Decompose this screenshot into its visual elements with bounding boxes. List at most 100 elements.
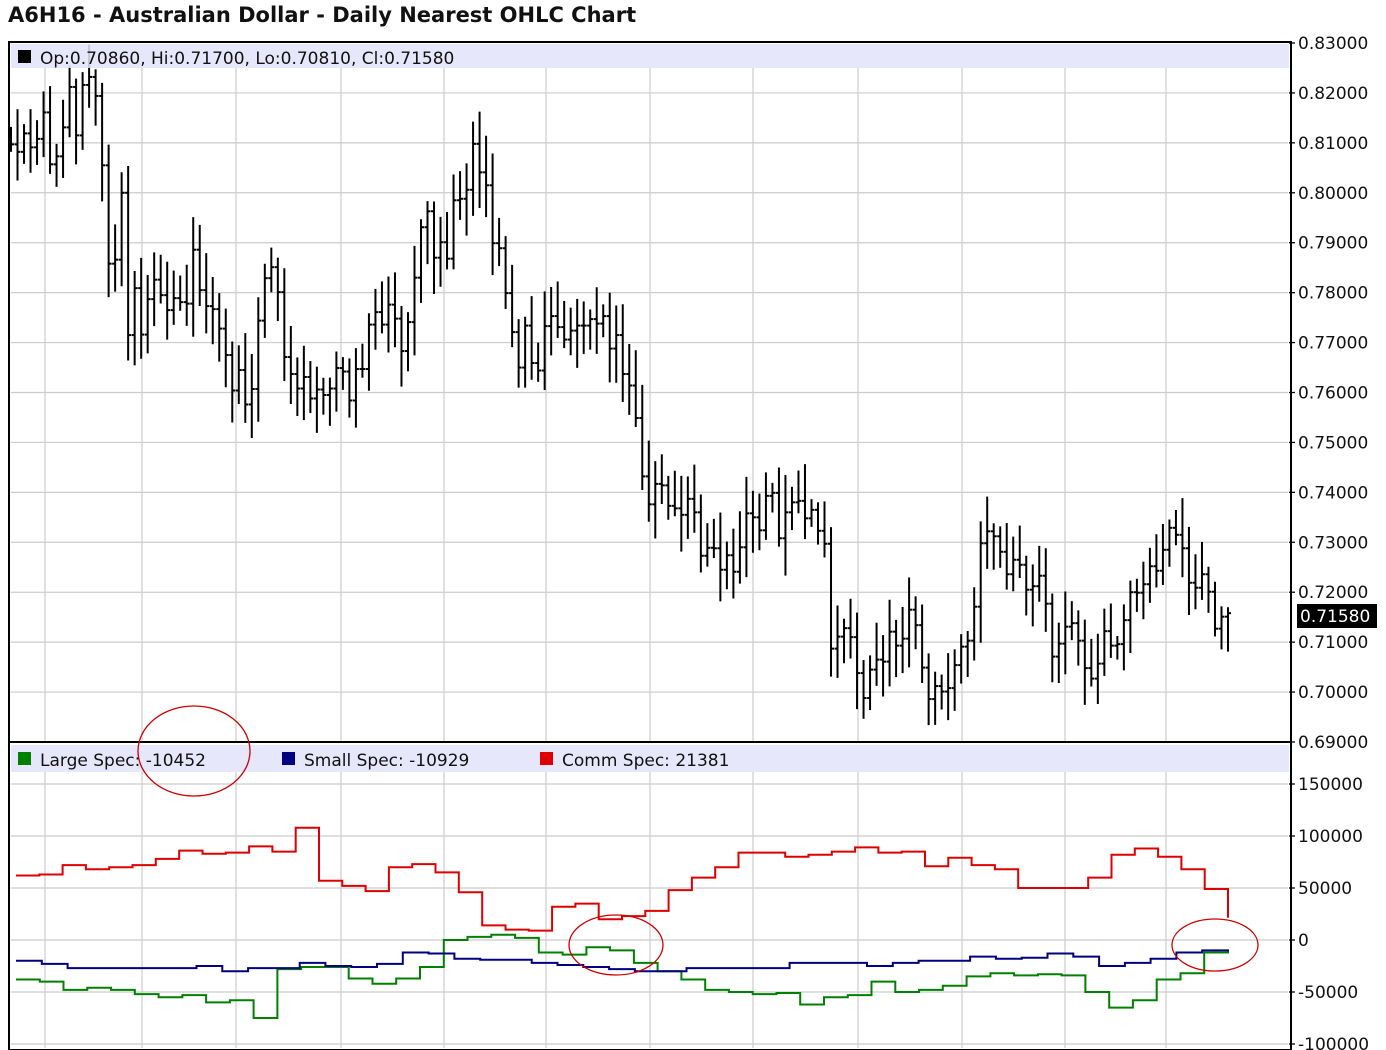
ohlc-bar bbox=[105, 144, 112, 298]
ohlc-bar bbox=[1140, 561, 1147, 620]
ohlc-bar bbox=[730, 528, 737, 599]
ohlc-bar bbox=[899, 606, 906, 674]
price-header-swatch bbox=[18, 50, 31, 63]
ohlc-bar bbox=[814, 502, 821, 545]
ohlc-bar bbox=[483, 135, 490, 218]
ohlc-bar bbox=[476, 111, 483, 208]
ohlc-bar bbox=[678, 475, 685, 552]
ohlc-bar bbox=[788, 486, 795, 531]
ohlc-bar bbox=[867, 655, 874, 711]
last-price-box bbox=[1297, 604, 1377, 628]
ohlc-bar bbox=[1075, 610, 1082, 666]
ohlc-bar bbox=[404, 312, 411, 372]
chart-title: A6H16 - Australian Dollar - Daily Neares… bbox=[8, 3, 637, 27]
ohlc-bar bbox=[632, 350, 639, 427]
ohlc-bar bbox=[60, 99, 67, 179]
ohlc-bar bbox=[971, 587, 978, 661]
ohlc-bar bbox=[1192, 554, 1199, 610]
ohlc-bar bbox=[1016, 525, 1023, 579]
ohlc-bar bbox=[1029, 564, 1036, 627]
cot-y-tick-label: -100000 bbox=[1298, 1035, 1369, 1050]
ohlc-bar bbox=[40, 91, 47, 158]
ohlc-bar bbox=[92, 69, 99, 126]
ohlc-bar bbox=[984, 496, 991, 569]
annotation-circle-large-spec-value bbox=[137, 705, 251, 797]
ohlc-bar bbox=[131, 270, 138, 366]
cot-line-small-spec bbox=[16, 949, 1229, 973]
ohlc-bar bbox=[411, 245, 418, 356]
ohlc-bar bbox=[743, 476, 750, 578]
ohlc-bar bbox=[821, 501, 828, 558]
ohlc-bar bbox=[216, 293, 223, 362]
ohlc-bar bbox=[1068, 601, 1075, 641]
ohlc-bar bbox=[1049, 593, 1056, 683]
ohlc-bar bbox=[528, 296, 535, 380]
ohlc-bar bbox=[352, 348, 359, 428]
price-bars bbox=[8, 44, 1231, 726]
legend-label-comm-spec: Comm Spec: 21381 bbox=[562, 751, 729, 771]
ohlc-bar bbox=[697, 494, 704, 573]
ohlc-bar bbox=[1185, 526, 1192, 616]
ohlc-bar bbox=[906, 577, 913, 668]
ohlc-bar bbox=[1107, 603, 1114, 658]
cot-lines bbox=[16, 826, 1229, 1019]
cot-panel-frame bbox=[8, 741, 1292, 1050]
cot-y-tick-label: 100000 bbox=[1298, 827, 1363, 847]
ohlc-bar bbox=[658, 454, 665, 505]
ohlc-bar bbox=[828, 527, 835, 677]
ohlc-bar bbox=[1179, 498, 1186, 578]
ohlc-bar bbox=[990, 523, 997, 570]
price-y-tick-label: 0.76000 bbox=[1298, 384, 1368, 404]
ohlc-bar bbox=[437, 216, 444, 287]
ohlc-bar bbox=[125, 165, 132, 361]
ohlc-bar bbox=[645, 440, 652, 522]
ohlc-bar bbox=[951, 649, 958, 711]
price-header-band-overlay bbox=[11, 44, 1289, 68]
ohlc-bar bbox=[1166, 519, 1173, 567]
ohlc-bar bbox=[1055, 622, 1062, 684]
ohlc-bar bbox=[209, 276, 216, 345]
price-y-tick-label: 0.75000 bbox=[1298, 433, 1368, 453]
price-y-axis: 0.69000 0.70000 0.71000 0.72000 0.73000 0.740… bbox=[1289, 34, 1368, 753]
ohlc-bar bbox=[1081, 619, 1088, 705]
ohlc-bar bbox=[619, 304, 626, 403]
ohlc-bar bbox=[723, 541, 730, 590]
ohlc-bar bbox=[854, 612, 861, 710]
ohlc-bar bbox=[53, 143, 60, 187]
ohlc-bar bbox=[795, 470, 802, 514]
ohlc-bar bbox=[535, 342, 542, 382]
ohlc-bar bbox=[463, 163, 470, 236]
ohlc-bar bbox=[1114, 635, 1121, 660]
ohlc-bar bbox=[222, 308, 229, 388]
legend-swatch-comm-spec bbox=[540, 752, 553, 765]
ohlc-bar bbox=[313, 366, 320, 433]
ohlc-bar bbox=[294, 357, 301, 417]
ohlc-bar bbox=[8, 126, 14, 152]
ohlc-bar bbox=[229, 341, 236, 423]
ohlc-bar bbox=[762, 472, 769, 540]
ohlc-bar bbox=[671, 470, 678, 517]
ohlc-bar bbox=[1218, 606, 1225, 650]
ohlc-bar bbox=[841, 618, 848, 664]
ohlc-bar bbox=[1153, 534, 1160, 588]
ohlc-bar bbox=[1225, 607, 1231, 652]
ohlc-bar bbox=[34, 120, 41, 165]
price-y-tick-label: 0.70000 bbox=[1298, 683, 1368, 703]
ohlc-bar bbox=[593, 287, 600, 354]
ohlc-bar bbox=[860, 660, 867, 719]
ohlc-bar bbox=[548, 286, 555, 356]
ohlc-bar bbox=[274, 257, 281, 322]
ohlc-bar bbox=[522, 316, 529, 388]
ohlc-bar bbox=[21, 124, 28, 164]
ohlc-bar bbox=[339, 357, 346, 390]
ohlc-bar bbox=[775, 467, 782, 547]
ohlc-bar bbox=[320, 377, 327, 415]
ohlc-bar bbox=[1042, 548, 1049, 632]
cot-line-comm-spec bbox=[16, 826, 1229, 932]
ohlc-bar bbox=[118, 172, 125, 287]
ohlc-bar bbox=[242, 333, 249, 423]
ohlc-bar bbox=[47, 86, 54, 174]
ohlc-bar bbox=[977, 521, 984, 643]
cot-y-tick-label: 0 bbox=[1298, 931, 1309, 951]
